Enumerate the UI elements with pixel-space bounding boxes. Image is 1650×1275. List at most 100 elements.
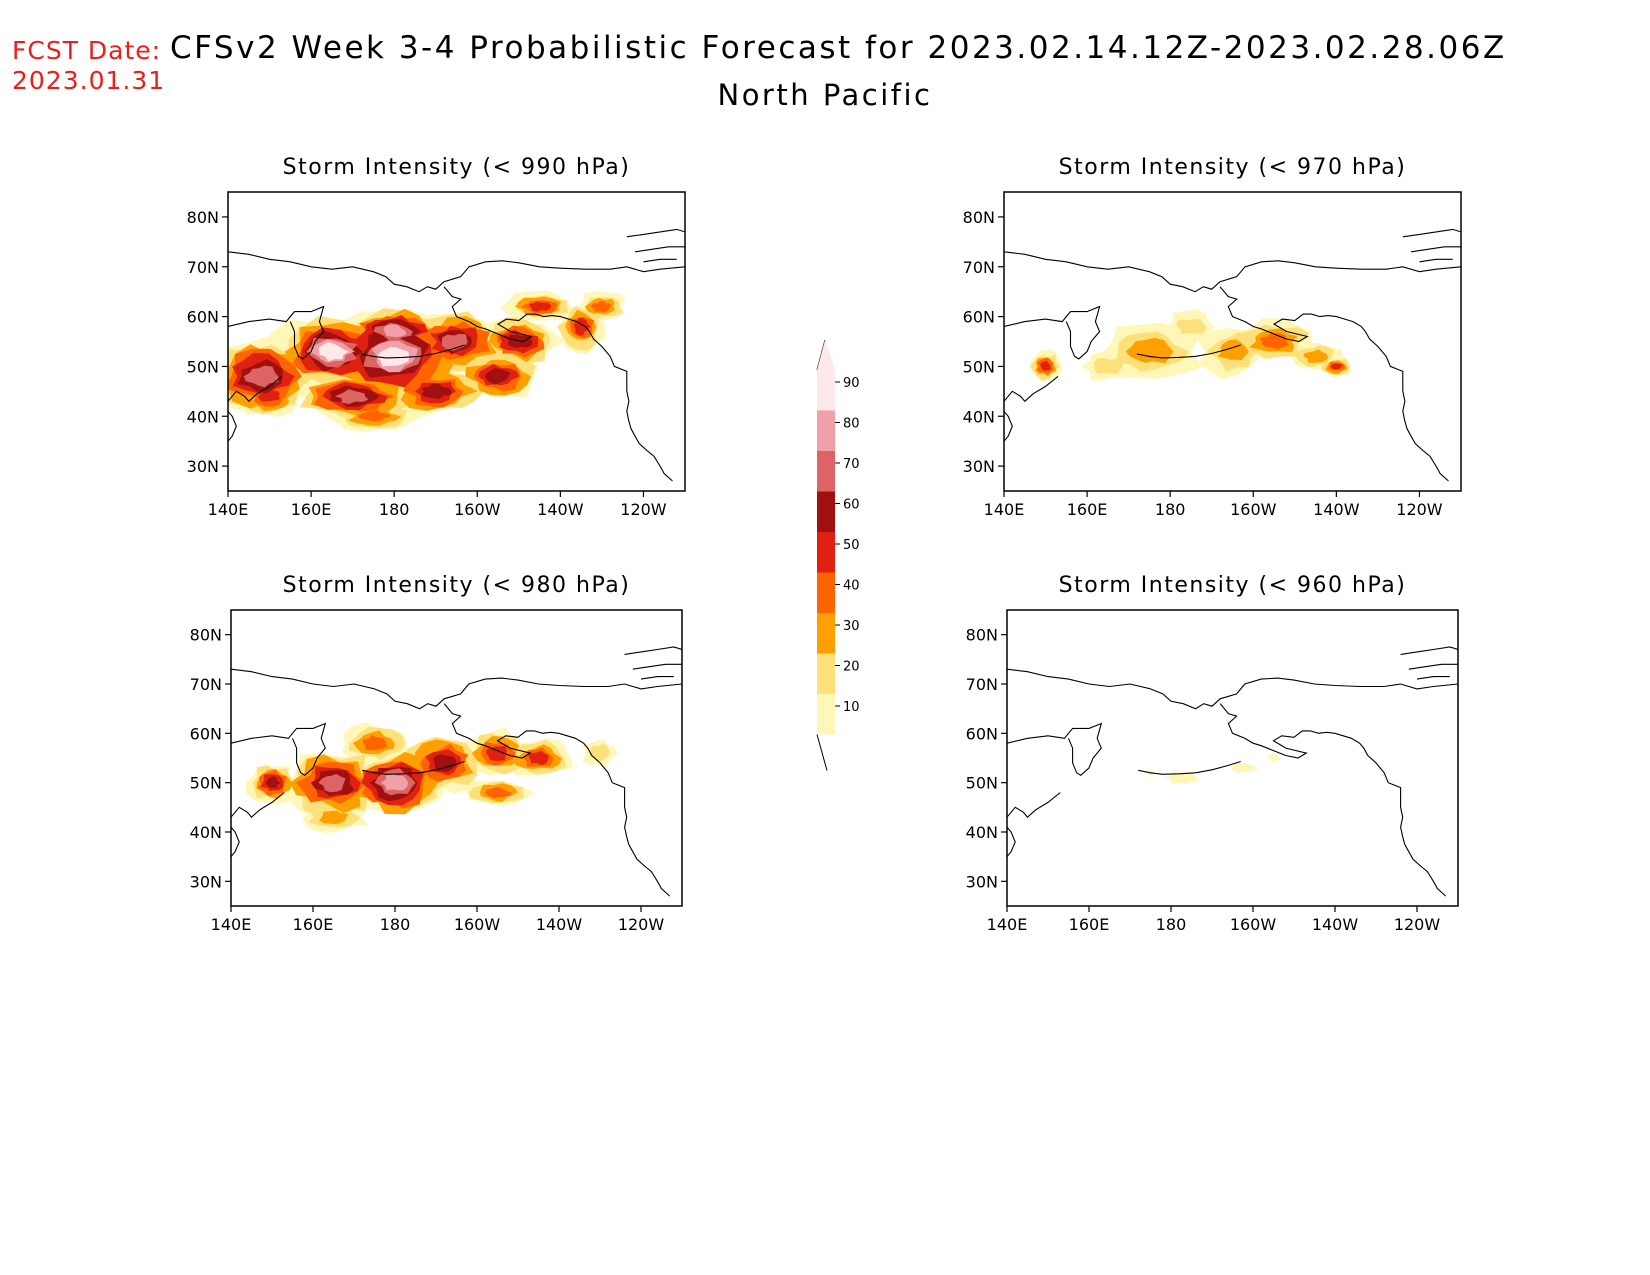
probability-contour xyxy=(265,776,281,788)
probability-contour xyxy=(1267,753,1281,762)
lat-tick-label: 50N xyxy=(966,774,998,793)
lat-tick-label: 40N xyxy=(966,823,998,842)
lat-tick-label: 70N xyxy=(966,675,998,694)
coastline xyxy=(1219,286,1449,482)
panel-title: Storm Intensity (< 960 hPa) xyxy=(1059,573,1407,598)
lat-tick-label: 40N xyxy=(190,823,222,842)
lon-tick-label: 160W xyxy=(454,915,501,934)
coastline xyxy=(443,286,673,482)
lat-tick-label: 80N xyxy=(187,208,219,227)
panel-title: Storm Intensity (< 990 hPa) xyxy=(283,155,631,180)
coastline xyxy=(1007,792,1061,818)
colorbar-swatch xyxy=(817,410,835,451)
coastline xyxy=(624,646,682,655)
coastline xyxy=(1004,410,1013,442)
colorbar-top-triangle xyxy=(817,340,835,370)
coastline xyxy=(228,410,237,442)
probability-contour xyxy=(528,750,549,766)
probability-contour xyxy=(1231,763,1260,773)
colorbar-swatch xyxy=(817,653,835,694)
coastline xyxy=(1419,258,1453,263)
probability-contour xyxy=(1125,337,1174,364)
coastline xyxy=(362,760,465,775)
coastline xyxy=(228,251,685,293)
coastline xyxy=(640,676,674,680)
lat-tick-label: 60N xyxy=(966,724,998,743)
lon-tick-label: 120W xyxy=(1396,500,1443,519)
map-frame xyxy=(227,191,686,492)
probability-contour xyxy=(1330,363,1343,370)
lat-tick-label: 30N xyxy=(963,457,995,476)
probability-contour xyxy=(383,324,407,338)
coastline xyxy=(632,663,682,670)
page-title: CFSv2 Week 3-4 Probabilistic Forecast fo… xyxy=(170,30,1507,66)
lat-tick-label: 60N xyxy=(187,308,219,327)
colorbar-swatch xyxy=(817,370,835,411)
colorbar-tick-label: 10 xyxy=(843,700,860,715)
coastlines xyxy=(228,228,685,482)
region-title: North Pacific xyxy=(717,78,933,112)
colorbar-swatch xyxy=(817,532,835,573)
probability-contour xyxy=(318,774,346,793)
lon-tick-label: 160W xyxy=(1230,915,1277,934)
probability-contour xyxy=(1164,772,1201,784)
panel-title: Storm Intensity (< 970 hPa) xyxy=(1059,155,1407,180)
lon-tick-label: 140E xyxy=(211,915,252,934)
colorbar-tick-label: 40 xyxy=(843,579,860,594)
fcst-date-value: 2023.01.31 xyxy=(12,66,166,95)
colorbar-swatch xyxy=(817,451,835,492)
lat-tick-label: 80N xyxy=(963,208,995,227)
probability-contour xyxy=(507,334,533,349)
lat-tick-label: 70N xyxy=(190,675,222,694)
lon-tick-label: 160E xyxy=(1067,500,1108,519)
probability-contour xyxy=(1040,361,1052,371)
lat-tick-label: 60N xyxy=(963,308,995,327)
coastline xyxy=(643,258,677,263)
coastline xyxy=(1416,676,1450,680)
map-panel-1: Storm Intensity (< 990 hPa) 80N 70N 60N 50N 4… xyxy=(187,155,686,519)
colorbar: 90 80 70 60 50 40 30 20 10 xyxy=(816,339,860,771)
lat-tick-label: 60N xyxy=(190,724,222,743)
lon-tick-label: 120W xyxy=(620,500,667,519)
coastline xyxy=(1007,668,1458,710)
lon-tick-label: 140W xyxy=(1312,915,1359,934)
lat-tick-label: 40N xyxy=(963,407,995,426)
probability-contour xyxy=(376,346,410,367)
lon-tick-label: 180 xyxy=(1156,915,1187,934)
coastline xyxy=(1400,646,1458,655)
probability-contour xyxy=(589,743,610,761)
lon-tick-label: 180 xyxy=(1155,500,1186,519)
lon-tick-label: 160W xyxy=(1230,500,1277,519)
map-frame xyxy=(1006,609,1459,907)
map-frame xyxy=(1003,191,1462,492)
probability-contour xyxy=(421,383,452,400)
lon-tick-label: 140E xyxy=(987,915,1028,934)
coastline xyxy=(228,305,325,360)
probability-contour xyxy=(380,774,409,791)
coastline xyxy=(1004,251,1461,293)
lat-tick-label: 70N xyxy=(963,258,995,277)
probability-contour xyxy=(529,301,552,312)
colorbar-swatch xyxy=(817,694,835,735)
colorbar-tick-label: 30 xyxy=(843,619,860,634)
lat-tick-label: 80N xyxy=(966,626,998,645)
panel-title: Storm Intensity (< 980 hPa) xyxy=(283,573,631,598)
coastline xyxy=(1408,663,1458,670)
map-panel-4: Storm Intensity (< 960 hPa) 80N 70N 60N 50N 4… xyxy=(966,573,1459,934)
map-panel-2: Storm Intensity (< 970 hPa) 80N 70N 60N 50N 4… xyxy=(963,155,1462,519)
coastline xyxy=(635,246,685,253)
colorbar-tick-label: 90 xyxy=(843,376,860,391)
lat-tick-label: 70N xyxy=(187,258,219,277)
colorbar-tick-label: 70 xyxy=(843,457,860,472)
probability-field xyxy=(245,722,618,834)
lat-tick-label: 50N xyxy=(190,774,222,793)
colorbar-swatch xyxy=(817,491,835,532)
lon-tick-label: 140W xyxy=(536,915,583,934)
probability-field xyxy=(228,290,626,433)
coastlines xyxy=(231,646,682,897)
coastline xyxy=(626,228,685,238)
probability-contour xyxy=(243,365,279,388)
probability-field xyxy=(1029,309,1352,383)
coastline xyxy=(360,344,465,359)
